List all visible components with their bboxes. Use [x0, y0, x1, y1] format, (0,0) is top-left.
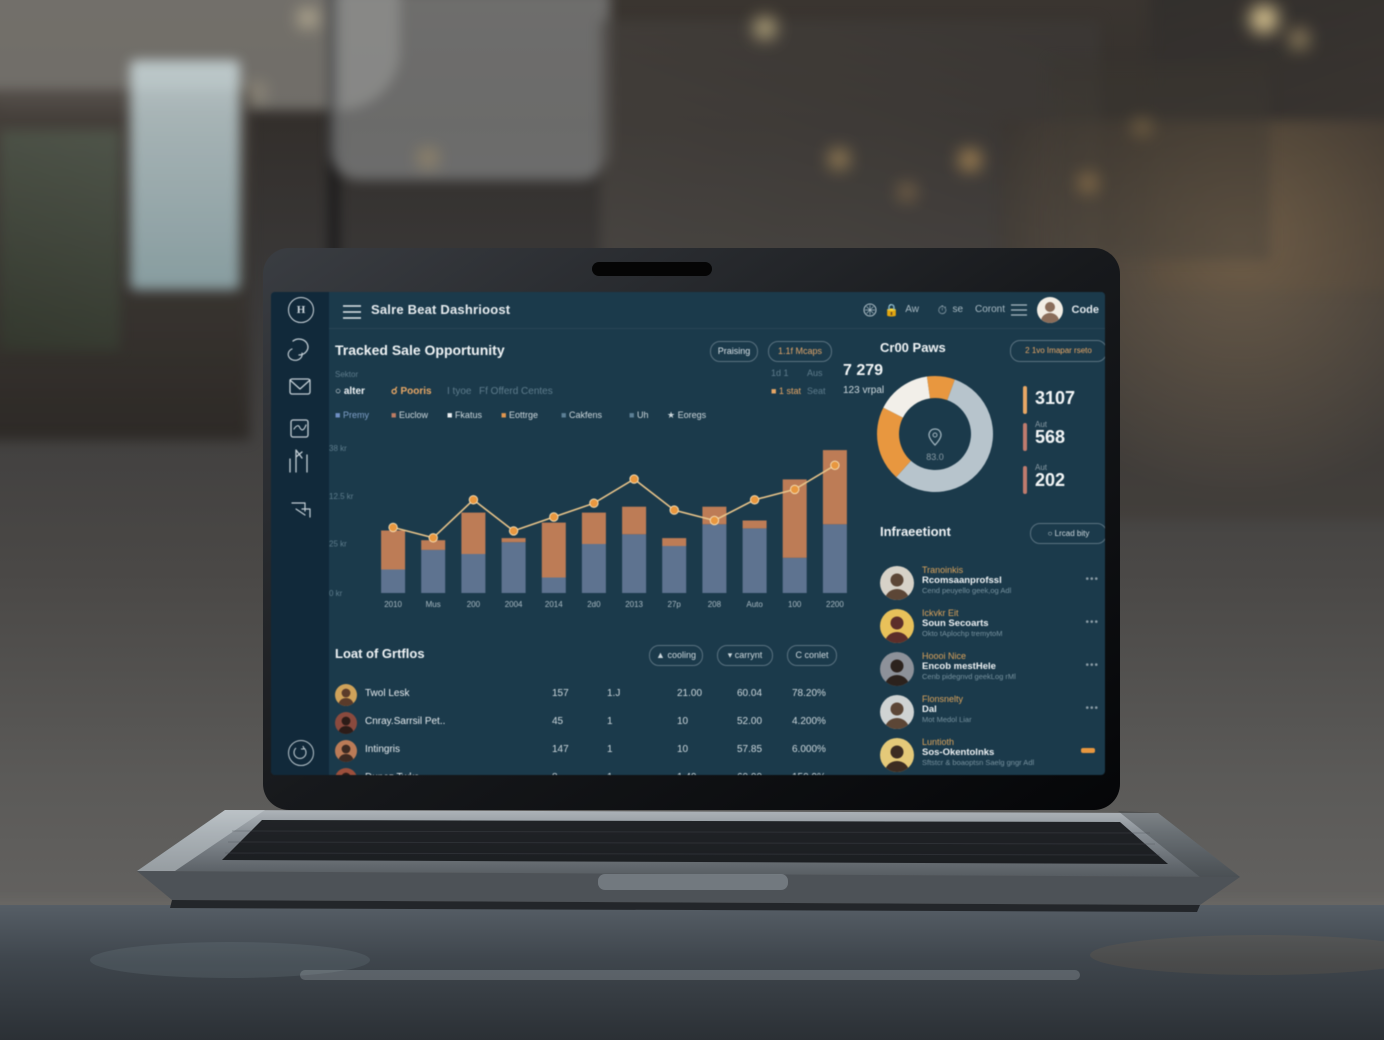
svg-text:25 kr: 25 kr — [329, 540, 347, 549]
svg-text:100: 100 — [788, 600, 802, 609]
svg-text:2200: 2200 — [826, 600, 844, 609]
svg-text:2013: 2013 — [625, 600, 643, 609]
svg-text:Mus: Mus — [426, 600, 441, 609]
svg-text:Auto: Auto — [746, 600, 763, 609]
svg-text:83.0: 83.0 — [926, 452, 944, 462]
svg-text:12.5 kr: 12.5 kr — [329, 492, 354, 501]
svg-text:2d0: 2d0 — [587, 600, 601, 609]
svg-text:200: 200 — [467, 600, 481, 609]
svg-text:38 kr: 38 kr — [329, 444, 347, 453]
svg-text:2014: 2014 — [545, 600, 563, 609]
svg-text:2010: 2010 — [384, 600, 402, 609]
svg-text:0 kr: 0 kr — [329, 589, 343, 598]
svg-text:27p: 27p — [668, 600, 682, 609]
svg-text:208: 208 — [708, 600, 722, 609]
svg-text:2004: 2004 — [505, 600, 523, 609]
